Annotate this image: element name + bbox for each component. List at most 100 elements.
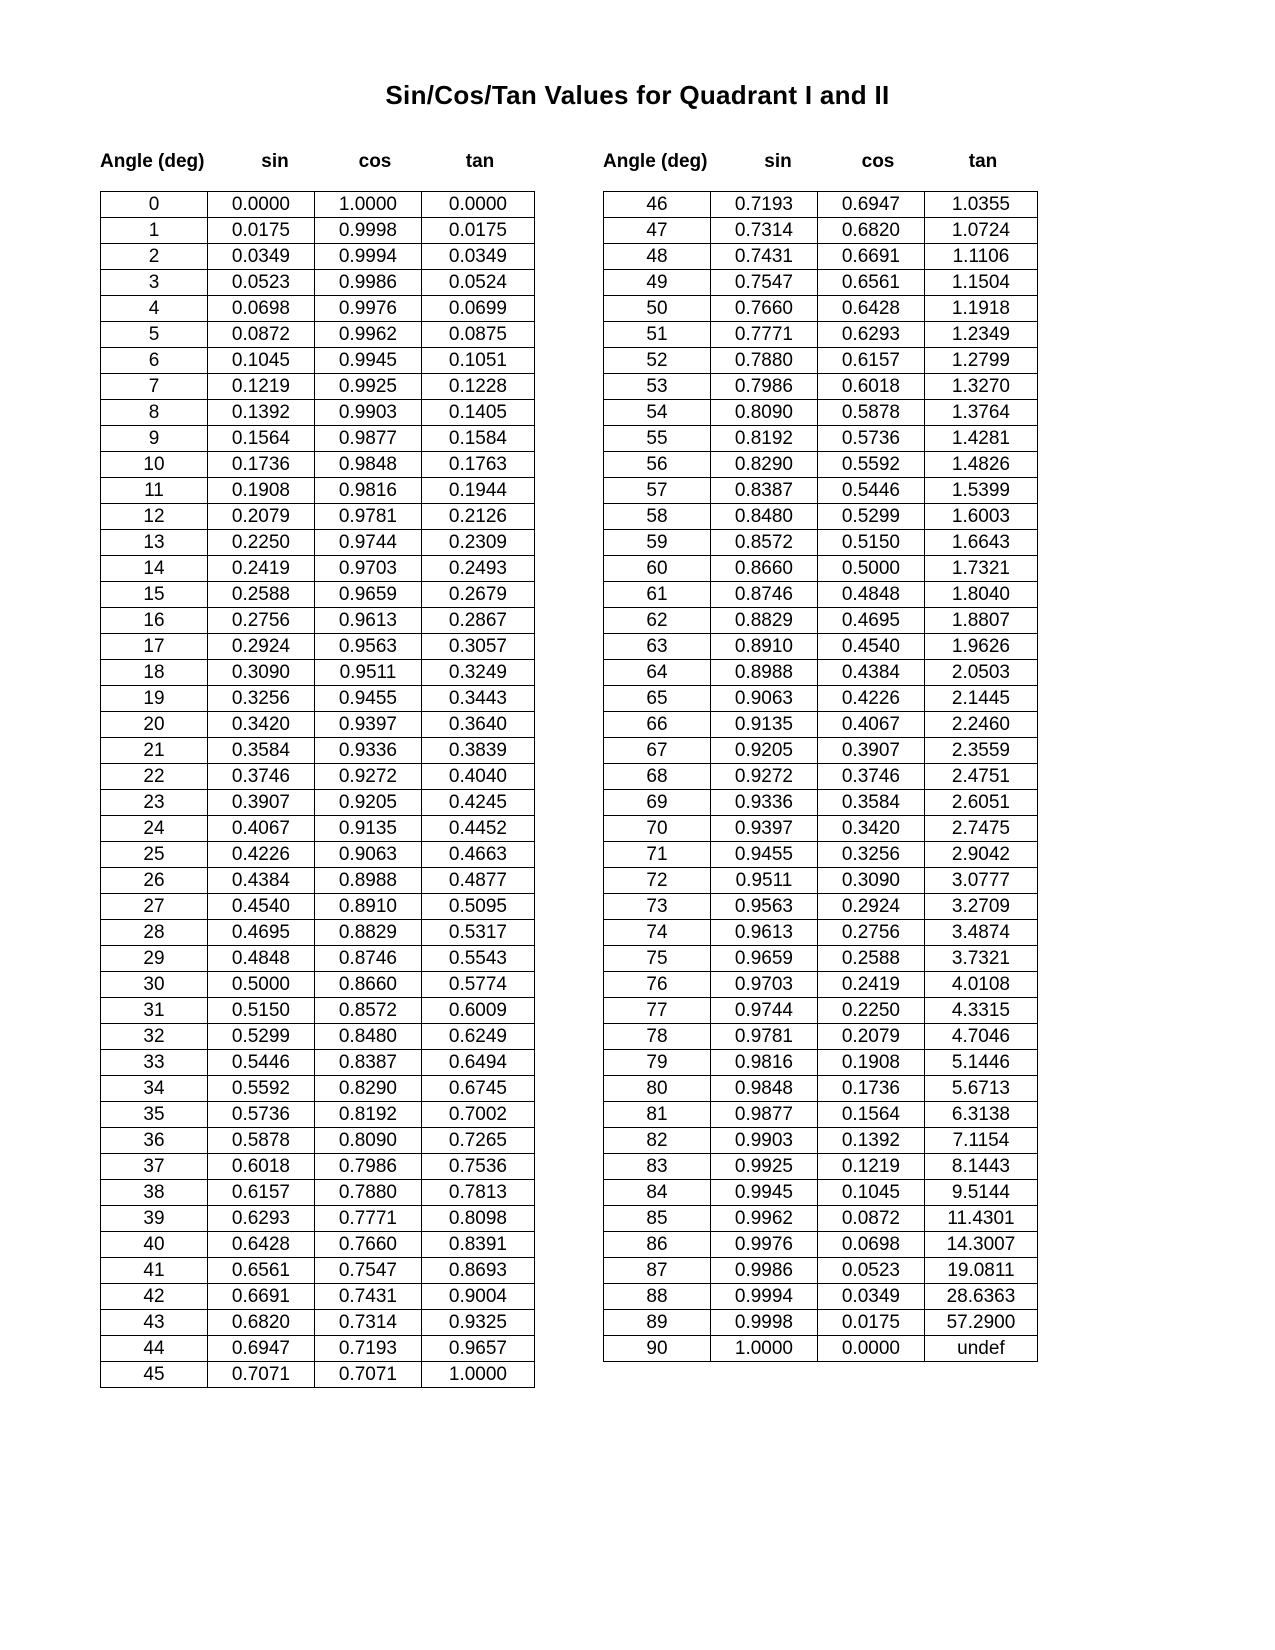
cell-sin: 0.9976 bbox=[710, 1232, 817, 1258]
cell-sin: 0.8660 bbox=[710, 556, 817, 582]
cell-angle: 14 bbox=[101, 556, 208, 582]
cell-angle: 89 bbox=[604, 1310, 711, 1336]
cell-tan: 0.3249 bbox=[421, 660, 534, 686]
cell-sin: 0.9925 bbox=[710, 1154, 817, 1180]
table-row: 310.51500.85720.6009 bbox=[101, 998, 535, 1024]
cell-cos: 0.8572 bbox=[314, 998, 421, 1024]
cell-angle: 54 bbox=[604, 400, 711, 426]
cell-sin: 0.9397 bbox=[710, 816, 817, 842]
cell-tan: 1.8040 bbox=[924, 582, 1037, 608]
cell-sin: 0.8480 bbox=[710, 504, 817, 530]
cell-angle: 85 bbox=[604, 1206, 711, 1232]
cell-angle: 79 bbox=[604, 1050, 711, 1076]
cell-cos: 0.1736 bbox=[817, 1076, 924, 1102]
cell-angle: 70 bbox=[604, 816, 711, 842]
cell-sin: 0.3256 bbox=[207, 686, 314, 712]
cell-tan: 5.6713 bbox=[924, 1076, 1037, 1102]
table-row: 230.39070.92050.4245 bbox=[101, 790, 535, 816]
cell-tan: 3.0777 bbox=[924, 868, 1037, 894]
cell-cos: 0.4848 bbox=[817, 582, 924, 608]
table-row: 250.42260.90630.4663 bbox=[101, 842, 535, 868]
cell-tan: 3.7321 bbox=[924, 946, 1037, 972]
cell-cos: 0.3584 bbox=[817, 790, 924, 816]
table-row: 780.97810.20794.7046 bbox=[604, 1024, 1038, 1050]
cell-tan: 1.5399 bbox=[924, 478, 1037, 504]
cell-tan: 2.9042 bbox=[924, 842, 1037, 868]
table-row: 820.99030.13927.1154 bbox=[604, 1128, 1038, 1154]
cell-cos: 0.6691 bbox=[817, 244, 924, 270]
table-row: 870.99860.052319.0811 bbox=[604, 1258, 1038, 1284]
right-headers: Angle (deg) sin cos tan bbox=[603, 151, 1038, 173]
cell-sin: 0.0698 bbox=[207, 296, 314, 322]
cell-sin: 0.4848 bbox=[207, 946, 314, 972]
cell-sin: 0.9945 bbox=[710, 1180, 817, 1206]
cell-tan: 2.0503 bbox=[924, 660, 1037, 686]
cell-sin: 0.9998 bbox=[710, 1310, 817, 1336]
cell-sin: 0.7547 bbox=[710, 270, 817, 296]
table-row: 480.74310.66911.1106 bbox=[604, 244, 1038, 270]
table-row: 120.20790.97810.2126 bbox=[101, 504, 535, 530]
table-row: 570.83870.54461.5399 bbox=[604, 478, 1038, 504]
cell-tan: 2.1445 bbox=[924, 686, 1037, 712]
cell-tan: 1.2349 bbox=[924, 322, 1037, 348]
cell-sin: 0.0000 bbox=[207, 192, 314, 218]
table-row: 330.54460.83870.6494 bbox=[101, 1050, 535, 1076]
cell-cos: 0.6018 bbox=[817, 374, 924, 400]
cell-angle: 53 bbox=[604, 374, 711, 400]
table-row: 180.30900.95110.3249 bbox=[101, 660, 535, 686]
table-row: 60.10450.99450.1051 bbox=[101, 348, 535, 374]
cell-cos: 0.9272 bbox=[314, 764, 421, 790]
table-row: 160.27560.96130.2867 bbox=[101, 608, 535, 634]
cell-tan: 0.7002 bbox=[421, 1102, 534, 1128]
cell-tan: 14.3007 bbox=[924, 1232, 1037, 1258]
cell-cos: 0.2756 bbox=[817, 920, 924, 946]
cell-angle: 46 bbox=[604, 192, 711, 218]
table-row: 420.66910.74310.9004 bbox=[101, 1284, 535, 1310]
cell-tan: 5.1446 bbox=[924, 1050, 1037, 1076]
cell-sin: 0.3746 bbox=[207, 764, 314, 790]
table-row: 770.97440.22504.3315 bbox=[604, 998, 1038, 1024]
cell-sin: 0.7193 bbox=[710, 192, 817, 218]
cell-sin: 0.9336 bbox=[710, 790, 817, 816]
cell-cos: 0.9994 bbox=[314, 244, 421, 270]
cell-cos: 0.1392 bbox=[817, 1128, 924, 1154]
table-row: 800.98480.17365.6713 bbox=[604, 1076, 1038, 1102]
cell-cos: 0.8746 bbox=[314, 946, 421, 972]
cell-tan: 1.0355 bbox=[924, 192, 1037, 218]
cell-tan: 0.6494 bbox=[421, 1050, 534, 1076]
cell-cos: 0.9877 bbox=[314, 426, 421, 452]
cell-sin: 0.9877 bbox=[710, 1102, 817, 1128]
cell-sin: 0.9063 bbox=[710, 686, 817, 712]
cell-angle: 31 bbox=[101, 998, 208, 1024]
cell-sin: 0.8387 bbox=[710, 478, 817, 504]
cell-tan: 11.4301 bbox=[924, 1206, 1037, 1232]
cell-sin: 0.6157 bbox=[207, 1180, 314, 1206]
cell-sin: 0.0872 bbox=[207, 322, 314, 348]
table-row: 460.71930.69471.0355 bbox=[604, 192, 1038, 218]
cell-angle: 44 bbox=[101, 1336, 208, 1362]
cell-tan: undef bbox=[924, 1336, 1037, 1362]
table-row: 10.01750.99980.0175 bbox=[101, 218, 535, 244]
cell-tan: 9.5144 bbox=[924, 1180, 1037, 1206]
header-cos: cos bbox=[828, 151, 928, 173]
cell-cos: 0.2419 bbox=[817, 972, 924, 998]
cell-cos: 0.6428 bbox=[817, 296, 924, 322]
header-angle: Angle (deg) bbox=[100, 151, 225, 173]
cell-cos: 0.8090 bbox=[314, 1128, 421, 1154]
cell-tan: 0.1051 bbox=[421, 348, 534, 374]
table-row: 90.15640.98770.1584 bbox=[101, 426, 535, 452]
cell-angle: 84 bbox=[604, 1180, 711, 1206]
cell-angle: 37 bbox=[101, 1154, 208, 1180]
table-row: 590.85720.51501.6643 bbox=[604, 530, 1038, 556]
cell-angle: 18 bbox=[101, 660, 208, 686]
cell-angle: 80 bbox=[604, 1076, 711, 1102]
cell-tan: 0.0349 bbox=[421, 244, 534, 270]
cell-cos: 0.9945 bbox=[314, 348, 421, 374]
cell-tan: 0.2493 bbox=[421, 556, 534, 582]
cell-sin: 0.5736 bbox=[207, 1102, 314, 1128]
cell-cos: 0.3256 bbox=[817, 842, 924, 868]
table-row: 240.40670.91350.4452 bbox=[101, 816, 535, 842]
table-row: 380.61570.78800.7813 bbox=[101, 1180, 535, 1206]
cell-angle: 66 bbox=[604, 712, 711, 738]
cell-sin: 0.9205 bbox=[710, 738, 817, 764]
